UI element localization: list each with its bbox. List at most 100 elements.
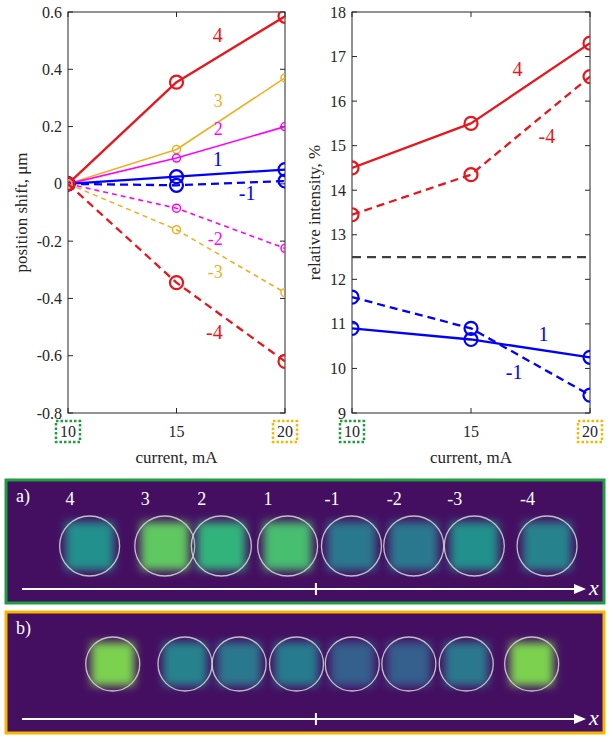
marker — [584, 389, 591, 402]
y-tick — [585, 323, 590, 324]
y-tick — [280, 413, 285, 414]
chart: -0.8-0.6-0.4-0.200.20.40.6101520current,… — [12, 4, 293, 468]
y-tick-label: 18 — [330, 4, 346, 21]
image-panel: x b) — [6, 612, 604, 733]
axis-arrow — [22, 718, 578, 720]
spot — [197, 522, 245, 570]
spot — [390, 522, 438, 570]
marker — [281, 289, 285, 297]
spot-label: 3 — [141, 489, 150, 509]
series-label: -4 — [539, 125, 556, 147]
series-label: 4 — [213, 24, 223, 46]
spot-outline — [325, 637, 379, 691]
y-tick — [68, 298, 73, 299]
spot — [264, 522, 312, 570]
x-tick — [590, 408, 591, 413]
panel-border — [6, 480, 604, 603]
series-label: -1 — [506, 361, 523, 383]
marker — [281, 244, 285, 252]
y-tick — [352, 279, 357, 280]
y-tick-label: 12 — [330, 271, 346, 288]
marker — [279, 12, 286, 23]
spot — [445, 642, 488, 685]
plot-area — [68, 12, 285, 368]
spot — [218, 642, 261, 685]
spot — [450, 522, 498, 570]
arrow-head — [574, 714, 586, 724]
series-line — [352, 43, 590, 168]
series-label: 1 — [213, 148, 223, 170]
y-tick-label: 0 — [54, 175, 62, 192]
y-tick — [585, 56, 590, 57]
series-labels: 4321-1-2-3-4 — [206, 24, 255, 343]
y-axis-title: position shift, μm — [12, 152, 31, 272]
x-tick — [590, 12, 591, 17]
spot — [91, 642, 134, 685]
spot-outline — [258, 516, 318, 576]
panel-label: b) — [16, 618, 31, 639]
y-tick-label: -0.4 — [37, 290, 62, 307]
x-tick-label: 20 — [277, 423, 293, 440]
y-tick — [585, 279, 590, 280]
series-label: 3 — [214, 91, 223, 111]
marker — [173, 204, 181, 212]
marker — [352, 208, 359, 221]
image-axis-label: x — [588, 705, 599, 730]
marker — [584, 351, 591, 364]
current-marker — [340, 421, 364, 442]
y-tick — [352, 101, 357, 102]
spot-outline — [86, 637, 140, 691]
marker — [352, 291, 359, 304]
spot-outline — [439, 637, 493, 691]
spot-label: 2 — [197, 489, 206, 509]
y-tick — [585, 413, 590, 414]
y-axis-title: relative intensity, % — [305, 145, 324, 280]
spots — [86, 637, 559, 691]
y-tick-label: 16 — [330, 93, 346, 110]
spot-outline — [384, 516, 444, 576]
panel-border — [6, 612, 604, 733]
y-tick — [352, 234, 357, 235]
marker — [352, 161, 359, 174]
y-tick — [68, 355, 73, 356]
marker — [465, 168, 478, 181]
series-line — [352, 328, 590, 357]
current-marker — [273, 421, 297, 442]
x-tick-label: 20 — [582, 423, 598, 440]
x-tick-label: 15 — [169, 423, 185, 440]
y-tick — [585, 190, 590, 191]
y-tick — [280, 183, 285, 184]
y-tick — [352, 413, 357, 414]
marker — [279, 355, 286, 368]
y-tick — [352, 368, 357, 369]
marker — [281, 74, 285, 82]
y-tick-label: -0.8 — [37, 405, 62, 422]
plot-frame — [352, 12, 590, 413]
x-tick — [176, 12, 177, 17]
spot-label: 1 — [264, 489, 273, 509]
spot-label: 4 — [66, 489, 75, 509]
marker — [173, 145, 181, 153]
spot-label: -3 — [447, 489, 462, 509]
y-tick-label: 11 — [331, 315, 346, 332]
series-line — [352, 77, 590, 215]
x-tick — [471, 408, 472, 413]
x-tick — [352, 408, 353, 413]
panel-label: a) — [16, 486, 30, 507]
marker — [170, 179, 183, 192]
marker — [279, 174, 286, 187]
spot — [331, 642, 374, 685]
spots — [60, 516, 577, 576]
spot-outline — [158, 637, 212, 691]
y-tick — [352, 56, 357, 57]
y-tick — [352, 145, 357, 146]
marker — [584, 37, 591, 50]
series-line — [68, 78, 285, 184]
y-tick — [352, 190, 357, 191]
marker — [68, 177, 75, 190]
spot-outline — [212, 637, 266, 691]
spot-outline — [321, 516, 381, 576]
y-tick — [585, 145, 590, 146]
y-tick — [585, 368, 590, 369]
spot-outline — [60, 516, 120, 576]
